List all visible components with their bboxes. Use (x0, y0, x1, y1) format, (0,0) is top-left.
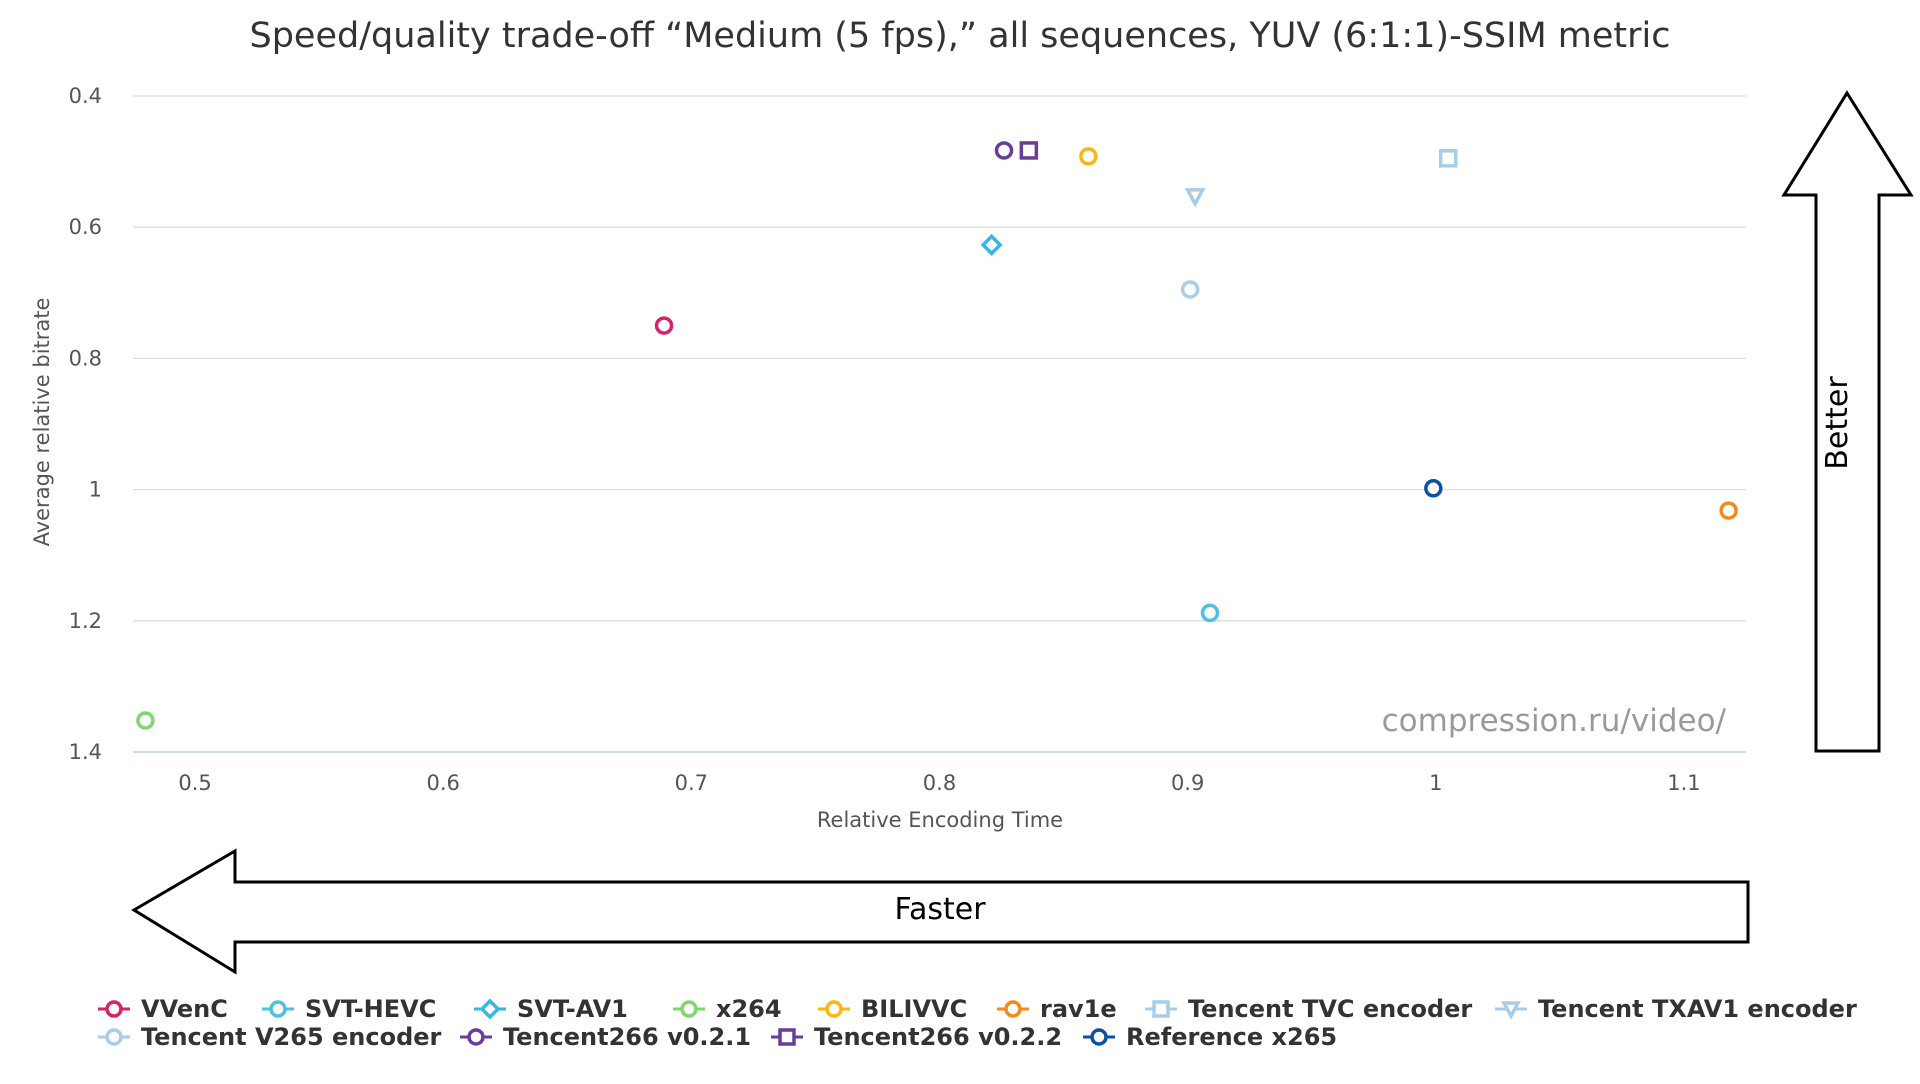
legend-marker-icon (680, 1000, 698, 1018)
legend-item[interactable]: BILIVVC (818, 995, 967, 1023)
legend-marker-icon (105, 1028, 123, 1046)
faster-arrow-icon (131, 848, 1750, 975)
legend-label: SVT-AV1 (517, 995, 628, 1023)
legend-item[interactable]: Tencent V265 encoder (98, 1023, 442, 1051)
legend-item[interactable]: Tencent TXAV1 encoder (1495, 995, 1857, 1023)
legend-item[interactable]: Tencent266 v0.2.1 (460, 1023, 751, 1051)
legend-label: Tencent TVC encoder (1188, 995, 1472, 1023)
legend-item[interactable]: Tencent266 v0.2.2 (771, 1023, 1062, 1051)
legend-label: Tencent TXAV1 encoder (1538, 995, 1857, 1023)
legend-marker-icon (1004, 1000, 1022, 1018)
x-tick-labels: 0.5 0.6 0.7 0.8 0.9 1 1.1 (178, 771, 1700, 795)
watermark: compression.ru/video/ (1382, 703, 1727, 739)
data-point (1180, 280, 1200, 299)
x-tick-label: 0.9 (1171, 771, 1204, 795)
legend-item[interactable]: Tencent TVC encoder (1145, 995, 1472, 1023)
legend-label: Tencent V265 encoder (141, 1023, 442, 1051)
y-tick-label: 1.2 (69, 609, 102, 633)
legend-label: SVT-HEVC (305, 995, 436, 1023)
data-point (1438, 149, 1458, 168)
legend-label: VVenC (141, 995, 228, 1023)
data-point (994, 141, 1014, 160)
legend-marker-icon (825, 1000, 843, 1018)
legend-item[interactable]: VVenC (98, 995, 228, 1023)
y-tick-label: 1 (89, 478, 102, 502)
legend-label: Tencent266 v0.2.1 (503, 1023, 751, 1051)
legend-item[interactable]: rav1e (997, 995, 1117, 1023)
x-tick-label: 0.6 (426, 771, 459, 795)
legend-marker-icon (1090, 1028, 1108, 1046)
legend-marker-icon (269, 1000, 287, 1018)
y-tick-label: 0.8 (69, 346, 102, 370)
chart-title: Speed/quality trade-off “Medium (5 fps),… (249, 16, 1670, 56)
legend-marker-icon (1152, 1000, 1170, 1018)
legend-marker-icon (105, 1000, 123, 1018)
y-tick-labels: 0.4 0.6 0.8 1 1.2 1.4 (69, 84, 102, 764)
legend-label: Tencent266 v0.2.2 (814, 1023, 1062, 1051)
legend: VVenC SVT-HEVC SVT-AV1 x264 BILIVVC rav1e Tenc… (98, 995, 1857, 1051)
x-tick-label: 0.7 (675, 771, 708, 795)
legend-item[interactable]: SVT-HEVC (262, 995, 436, 1023)
legend-label: BILIVVC (861, 995, 967, 1023)
data-point (1200, 603, 1220, 623)
data-point (1079, 147, 1098, 166)
y-tick-label: 1.4 (69, 740, 102, 764)
data-points (136, 141, 1738, 730)
data-point (136, 711, 155, 730)
legend-item[interactable]: Reference x265 (1083, 1023, 1337, 1051)
x-tick-label: 0.8 (923, 771, 956, 795)
legend-label: rav1e (1040, 995, 1117, 1023)
legend-label: x264 (716, 995, 782, 1023)
legend-marker-icon (1501, 1001, 1521, 1020)
gridlines (133, 95, 1746, 622)
legend-item[interactable]: SVT-AV1 (474, 995, 628, 1023)
y-axis-title: Average relative bitrate (30, 298, 54, 547)
legend-marker-icon (778, 1028, 796, 1046)
better-arrow-icon (1781, 90, 1914, 753)
data-point (1184, 188, 1206, 208)
better-label: Better (1820, 376, 1855, 470)
x-tick-label: 1.1 (1667, 771, 1700, 795)
data-point (654, 316, 674, 335)
legend-item[interactable]: x264 (673, 995, 782, 1023)
legend-label: Reference x265 (1126, 1023, 1337, 1051)
y-tick-label: 0.4 (69, 84, 102, 108)
x-tick-label: 1 (1429, 771, 1442, 795)
data-point (1424, 479, 1443, 498)
data-point (1019, 141, 1039, 160)
data-point (1719, 501, 1738, 520)
x-tick-label: 0.5 (178, 771, 211, 795)
legend-marker-icon (467, 1028, 485, 1046)
y-tick-label: 0.6 (69, 215, 102, 239)
legend-marker-icon (479, 998, 501, 1020)
data-point (980, 233, 1003, 256)
faster-label: Faster (894, 892, 986, 927)
x-axis-title: Relative Encoding Time (817, 808, 1063, 832)
